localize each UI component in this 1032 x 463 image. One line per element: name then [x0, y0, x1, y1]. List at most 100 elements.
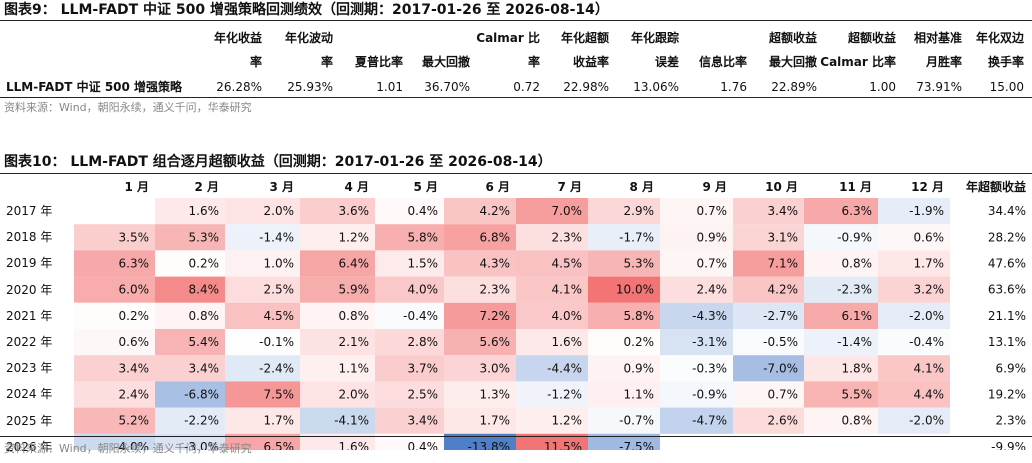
table1-row-name: LLM-FADT 中证 500 增强策略: [6, 80, 183, 94]
heatmap-cell: [660, 355, 733, 382]
heatmap-cell-label: 8.4%: [189, 283, 220, 297]
heatmap-cell-label: -4.0%: [114, 440, 149, 450]
heatmap-cell: [588, 250, 660, 277]
heatmap-cell-label: 6.3%: [119, 257, 150, 271]
heatmap-cell-label: -4.4%: [547, 361, 582, 375]
heatmap-cell-label: 6.1%: [842, 309, 873, 323]
table1-header-line2-cell: 信息比率: [698, 55, 747, 69]
year-label: 2020 年: [6, 282, 53, 297]
monthly-excess-heatmap: 1.6% 2.0% 3.6% 0.4% 4.2% 7.0% 2.9% 0.7% 3.4% 6.3%…: [74, 198, 1027, 450]
heatmap-cell: [375, 329, 444, 356]
heatmap-cell-label: 6.0%: [119, 283, 150, 297]
heatmap-cell-label: 3.4%: [189, 361, 220, 375]
heatmap-cell-label: 5.2%: [119, 414, 150, 428]
heatmap-cell-label: 6.4%: [339, 257, 370, 271]
table2-bottom-rule: [0, 436, 1032, 437]
heatmap-cell-label: -4.7%: [692, 414, 727, 428]
heatmap-cell: [660, 302, 733, 329]
month-header: 8 月: [629, 180, 654, 194]
heatmap-cell: [733, 224, 804, 251]
heatmap-cell-label: 10.0%: [616, 283, 654, 297]
table1-header-line2-cell: 误差: [654, 55, 679, 69]
heatmap-cell-label: 1.6%: [189, 204, 220, 218]
heatmap-cell-label: 1.6%: [552, 335, 583, 349]
year-label: 2017 年: [6, 204, 53, 218]
table1-header-line1-cell: 相对基准: [913, 31, 962, 45]
heatmap-cell: [155, 250, 225, 277]
heatmap-cell-label: 1.5%: [408, 257, 439, 271]
table1-value-cell: 22.89%: [771, 80, 817, 94]
heatmap-cell-label: 4.5%: [264, 309, 295, 323]
heatmap-cell-label: 1.7%: [480, 414, 511, 428]
heatmap-cell: [588, 329, 660, 356]
heatmap-cell-label: -2.2%: [184, 414, 219, 428]
heatmap-cell-label: 5.8%: [408, 230, 439, 244]
annual-excess-label: 34.4%: [988, 204, 1026, 218]
table1-value-cell: 26.28%: [216, 80, 262, 94]
heatmap-cell: [300, 381, 375, 408]
heatmap-cell-label: 3.0%: [480, 361, 511, 375]
heatmap-cell: [74, 329, 155, 356]
heatmap-cell: [516, 250, 588, 277]
heatmap-cell-label: 0.8%: [842, 257, 873, 271]
heatmap-cell: [225, 355, 300, 382]
table1-source: 资料来源：Wind，朝阳永续，通义千问，华泰研究: [4, 101, 252, 114]
heatmap-cell: [225, 250, 300, 277]
heatmap-cell-label: -2.0%: [909, 309, 944, 323]
month-header: 4 月: [344, 180, 369, 194]
heatmap-cell: [516, 198, 588, 225]
heatmap-cell: [225, 224, 300, 251]
heatmap-cell-label: 1.2%: [552, 414, 583, 428]
heatmap-cell-label: 0.2%: [119, 309, 150, 323]
heatmap-cell-label: 4.1%: [552, 283, 583, 297]
heatmap-cell: [733, 302, 804, 329]
heatmap-cell-label: 0.7%: [768, 388, 799, 402]
heatmap-cell: [878, 407, 950, 434]
heatmap-cell: [878, 381, 950, 408]
heatmap-cell-label: -0.7%: [619, 414, 654, 428]
heatmap-cell-label: 6.3%: [842, 204, 873, 218]
heatmap-cell: [300, 302, 375, 329]
heatmap-cell-label: 5.8%: [624, 309, 655, 323]
heatmap-cell: [516, 433, 588, 450]
heatmap-cell-label: -2.3%: [837, 283, 872, 297]
heatmap-cell-label: 2.0%: [339, 388, 370, 402]
heatmap-cell: [375, 250, 444, 277]
heatmap-cell-label: -7.5%: [619, 440, 654, 450]
heatmap-cell: [155, 407, 225, 434]
heatmap-cell-label: -1.2%: [547, 388, 582, 402]
heatmap-cell-label: 1.2%: [339, 230, 370, 244]
year-label: 2022 年: [6, 335, 53, 349]
annual-excess-label: 13.1%: [988, 335, 1026, 349]
heatmap-cell: [375, 355, 444, 382]
table1-header-line1-cell: Calmar 比: [476, 31, 540, 45]
heatmap-cell-label: -2.7%: [763, 309, 798, 323]
table1-header-line2-cell: 换手率: [987, 55, 1024, 69]
heatmap-cell: [660, 381, 733, 408]
heatmap-cell-label: -0.9%: [837, 230, 872, 244]
heatmap-cell: [444, 329, 516, 356]
heatmap-cell: [300, 329, 375, 356]
table1-header-line1-cell: 年化双边: [975, 31, 1024, 45]
heatmap-cell: [804, 224, 878, 251]
annual-excess-label: 19.2%: [988, 388, 1026, 402]
heatmap-cell: [444, 302, 516, 329]
heatmap-cell: [733, 355, 804, 382]
heatmap-cell-label: -1.9%: [909, 204, 944, 218]
annual-excess-label: 2.3%: [996, 414, 1027, 428]
heatmap-cell: [878, 250, 950, 277]
heatmap-cell: [155, 329, 225, 356]
heatmap-cell: [74, 355, 155, 382]
month-header: 5 月: [413, 180, 438, 194]
heatmap-cell-label: 1.0%: [264, 257, 295, 271]
heatmap-cell-label: 4.0%: [552, 309, 583, 323]
heatmap-cell-label: 11.5%: [544, 440, 582, 450]
heatmap-cell: [804, 302, 878, 329]
month-header: 1 月: [124, 180, 149, 194]
heatmap-cell: [74, 302, 155, 329]
heatmap-cell: [225, 407, 300, 434]
annual-excess-label: 28.2%: [988, 230, 1026, 244]
heatmap-cell: [878, 198, 950, 225]
heatmap-cell: [375, 433, 444, 450]
heatmap-cell: [660, 407, 733, 434]
